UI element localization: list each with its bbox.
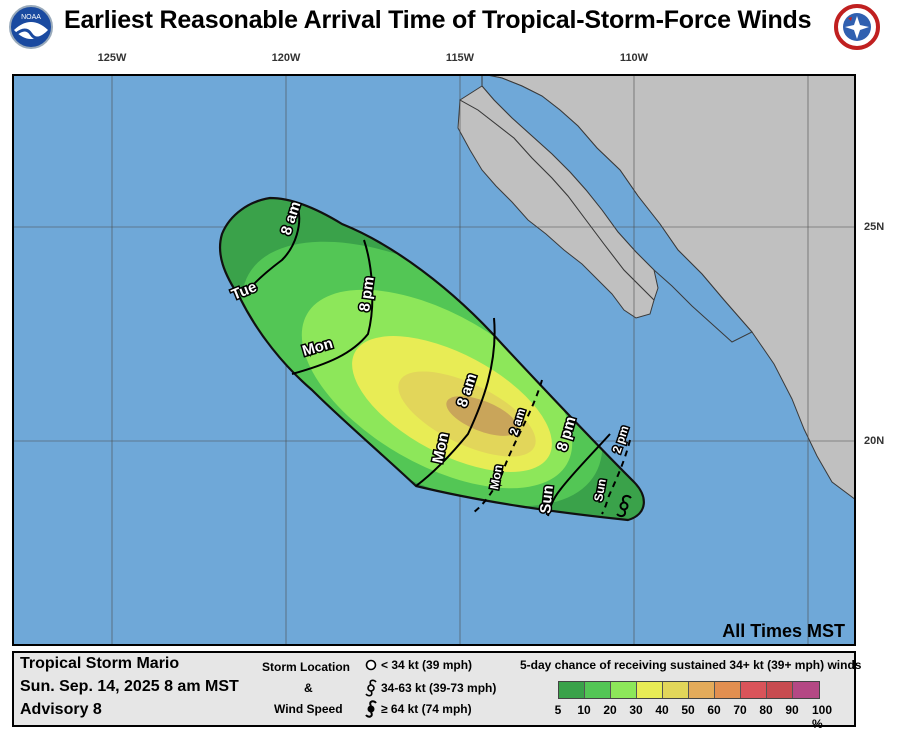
noaa-logo: NOAA	[9, 5, 53, 49]
swatch-50	[689, 682, 715, 698]
ws-item-hu-label: ≥ 64 kt (74 mph)	[381, 702, 472, 716]
ws-item-hu: ≥ 64 kt (74 mph)	[364, 700, 472, 718]
isochrones	[243, 207, 631, 517]
page-title: Earliest Reasonable Arrival Time of Trop…	[64, 6, 812, 34]
legend: Tropical Storm Mario Sun. Sep. 14, 2025 …	[12, 651, 861, 731]
time-label-mon-2: Mon	[429, 431, 452, 465]
ws-item-ts: 34-63 kt (39-73 mph)	[364, 679, 496, 697]
storm-symbol-icon[interactable]	[616, 494, 632, 518]
swath-outline	[218, 196, 645, 522]
wind-speed-label: Wind Speed	[274, 702, 343, 716]
lon-label-110w: 110W	[619, 52, 649, 64]
ws-item-ts-label: 34-63 kt (39-73 mph)	[381, 681, 497, 695]
scale-label-90: 90	[785, 703, 799, 717]
map[interactable]: 8 am Tue 8 pm Mon 8 am Mon 2 am Mon 8 pm…	[12, 74, 856, 646]
lat-label-25n: 25N	[864, 221, 885, 233]
scale-label-10: 10	[577, 703, 591, 717]
storm-datetime: Sun. Sep. 14, 2025 8 am MST	[20, 678, 239, 695]
storm-name: Tropical Storm Mario	[20, 655, 180, 672]
swatch-20	[611, 682, 637, 698]
swatch-80	[767, 682, 793, 698]
ws-item-td: < 34 kt (39 mph)	[364, 658, 472, 672]
chance-title: 5-day chance of receiving sustained 34+ …	[520, 658, 862, 672]
time-label-mon-3: Mon	[487, 464, 505, 491]
ws-item-td-label: < 34 kt (39 mph)	[381, 658, 473, 672]
probability-scale	[558, 681, 820, 699]
scale-label-30: 30	[629, 703, 643, 717]
scale-label-70: 70	[733, 703, 747, 717]
swatch-70	[741, 682, 767, 698]
storm-location-label: Storm Location	[262, 660, 351, 674]
lon-label-115w: 115W	[445, 52, 475, 64]
map-border	[12, 74, 856, 646]
advisory-number: Advisory 8	[20, 701, 102, 718]
scale-label-60: 60	[707, 703, 721, 717]
time-label-sun-2: Sun	[591, 478, 609, 503]
lon-label-125w: 125W	[97, 52, 127, 64]
scale-label-50: 50	[681, 703, 695, 717]
scale-label-80: 80	[759, 703, 773, 717]
tropical-storm-icon	[365, 679, 377, 697]
scale-label-100: 100 %	[812, 703, 833, 731]
all-times-label: All Times MST	[722, 621, 845, 641]
swatch-30	[637, 682, 663, 698]
land-baja	[459, 85, 659, 301]
scale-label-40: 40	[655, 703, 669, 717]
open-circle-icon	[365, 659, 377, 671]
swatch-90	[793, 682, 819, 698]
scale-label-5: 5	[554, 703, 562, 717]
swatch-10	[585, 682, 611, 698]
nws-logo	[834, 4, 880, 50]
header: NOAA Earliest Reasonable Arrival Time of…	[0, 0, 897, 72]
swatch-40	[663, 682, 689, 698]
scale-label-20: 20	[603, 703, 617, 717]
lat-label-20n: 20N	[864, 435, 885, 447]
hurricane-icon	[365, 700, 377, 718]
swatch-5	[559, 682, 585, 698]
time-label-sun: Sun	[537, 484, 557, 514]
and-label: &	[304, 681, 313, 695]
lon-label-120w: 120W	[271, 52, 301, 64]
swatch-60	[715, 682, 741, 698]
noaa-logo-text: NOAA	[21, 14, 41, 21]
